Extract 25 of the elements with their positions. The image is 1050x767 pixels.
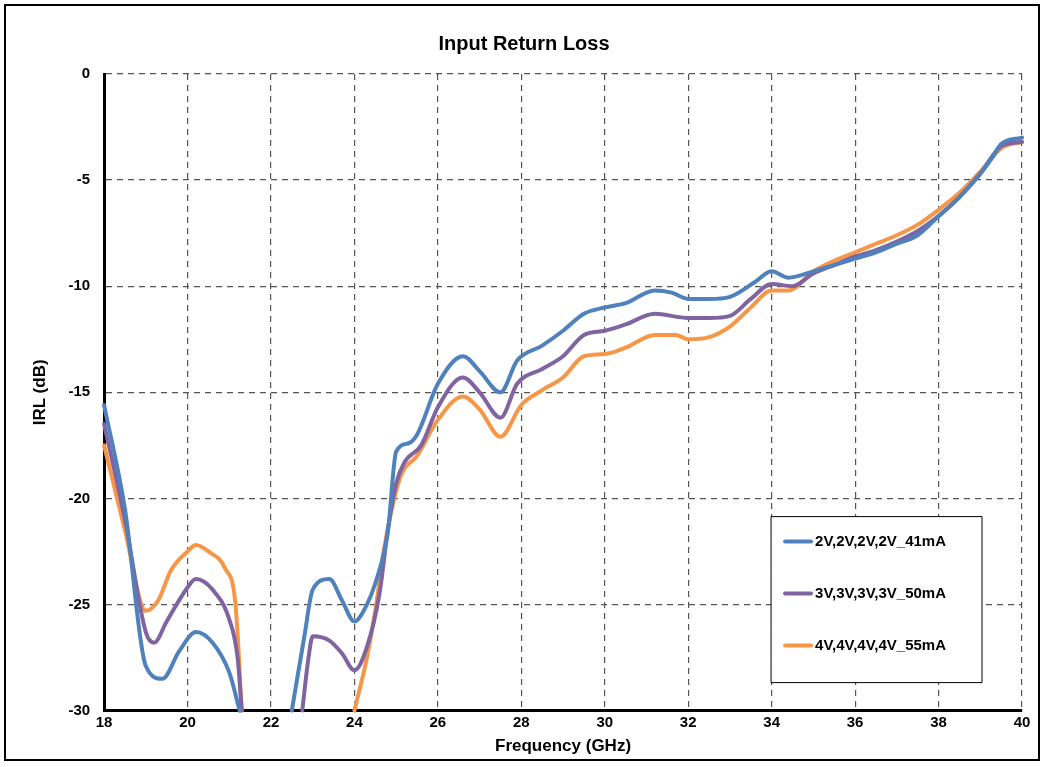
x-tick-label: 38: [930, 712, 947, 730]
x-axis-title: Frequency (GHz): [495, 736, 632, 756]
x-tick-label: 24: [346, 712, 364, 730]
y-tick-label: -5: [76, 170, 91, 188]
legend-label: 3V,3V,3V,3V_50mA: [815, 583, 947, 601]
chart-title: Input Return Loss: [438, 31, 610, 54]
y-tick-label: 0: [81, 64, 91, 82]
x-tick-label: 20: [179, 712, 196, 730]
y-tick-label: -10: [68, 276, 91, 294]
x-tick-label: 34: [763, 712, 781, 730]
y-tick-label: -20: [68, 488, 91, 506]
x-tick-label: 28: [512, 712, 530, 730]
x-tick-label: 30: [596, 712, 614, 730]
x-tick-label: 36: [846, 712, 864, 730]
x-tick-label: 22: [262, 712, 280, 730]
y-tick-label: -25: [68, 594, 91, 612]
legend-label: 2V,2V,2V,2V_41mA: [815, 531, 947, 549]
x-tick-label: 32: [679, 712, 697, 730]
x-tick-label: 26: [429, 712, 447, 730]
x-tick-label: 18: [95, 712, 113, 730]
y-tick-label: -30: [68, 700, 91, 718]
x-tick-label: 40: [1013, 712, 1031, 730]
y-tick-label: -15: [68, 382, 91, 400]
legend-label: 4V,4V,4V,4V_55mA: [815, 635, 947, 653]
y-axis-title: IRL (dB): [29, 359, 49, 426]
